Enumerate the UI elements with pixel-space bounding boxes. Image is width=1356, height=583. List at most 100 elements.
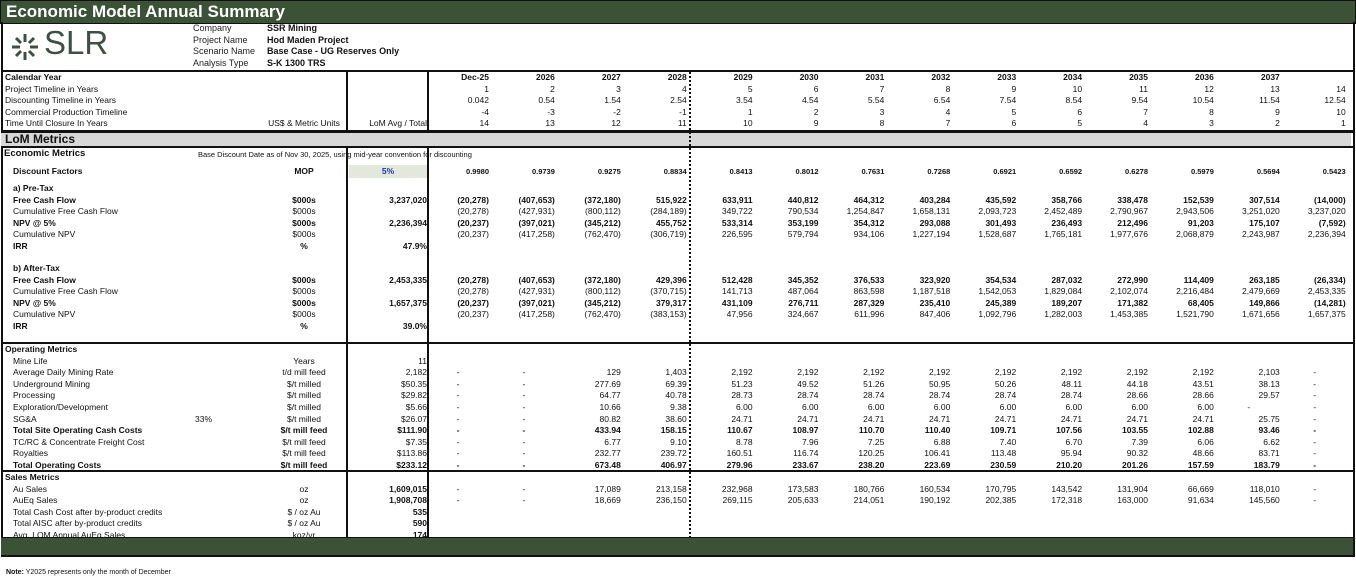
year-value: 12 (1204, 83, 1214, 94)
year-value: 1,282,003 (1044, 309, 1083, 320)
row-label: Free Cash Flow (13, 274, 76, 285)
year-value: 238.20 (858, 460, 885, 470)
row-unit: $/t milled (286, 402, 321, 412)
year-value: 3 (616, 83, 621, 94)
year-value: 2031 (865, 72, 885, 82)
year-value: 2034 (1063, 72, 1083, 82)
year-value: 38.13 (1258, 378, 1280, 389)
discount-date-note: Base Discount Date as of Nov 30, 2025, u… (198, 150, 472, 159)
calendar-row: Commercial Production Timeline -4 -3 -2 -1 1 2… (3, 107, 1351, 119)
year-value: 38.60 (665, 413, 687, 424)
calendar-row: Project Timeline in Years 1 2 3 4 5 6 7 8 9 10 11 12… (3, 84, 1351, 96)
year-value: 6.88 (933, 436, 951, 447)
year-value: 2,479,669 (1241, 286, 1280, 297)
year-value: - (456, 436, 460, 447)
lom-total: 1,908,708 (389, 495, 427, 506)
year-value: 3,237,020 (1307, 206, 1346, 217)
year-value: 7.54 (999, 95, 1017, 106)
year-value: 2,453,335 (1307, 286, 1346, 297)
year-value: 269,115 (722, 495, 753, 506)
year-value: 345,352 (787, 274, 819, 285)
year-value: 47,956 (726, 309, 753, 320)
year-value: (20,278) (457, 206, 489, 217)
year-value: - (1313, 413, 1317, 424)
logo-text: SLR (44, 24, 109, 61)
year-value: 11 (1139, 83, 1148, 94)
row-unit: $/t mill feed (280, 425, 328, 436)
year-value: 223.69 (924, 460, 951, 470)
year-value: 1 (484, 83, 489, 94)
calendar-row: Time Until Closure In Years US$ & Metric … (3, 118, 1351, 130)
year-value: 205,633 (787, 495, 819, 506)
year-value: -2 (613, 106, 621, 117)
year-value: 9.54 (1131, 95, 1148, 106)
year-value: 1 (747, 106, 753, 117)
year-value: 4 (681, 83, 687, 94)
row-unit: t/d mill feed (282, 367, 326, 378)
title-bar: Economic Model Annual Summary (0, 0, 1356, 24)
year-value: 1,977,676 (1110, 229, 1148, 240)
year-value: 91,634 (1187, 495, 1214, 506)
year-value: 7.40 (999, 436, 1017, 447)
year-value: - (522, 378, 526, 389)
year-value: - (456, 425, 460, 436)
year-value: 487,064 (787, 286, 819, 297)
year-value: 287,032 (1051, 274, 1083, 285)
row-unit: oz (299, 483, 309, 494)
year-value: 143,542 (1051, 483, 1083, 494)
year-value: (345,212) (584, 297, 621, 308)
row-label: Exploration/Development (13, 402, 108, 412)
year-value: - (1313, 390, 1317, 401)
year-value: 2029 (733, 72, 753, 82)
year-value: 28.73 (731, 390, 753, 401)
row-unit: $/t milled (286, 413, 321, 424)
row-label: AuEq Sales (13, 495, 58, 506)
year-value: 24.71 (994, 413, 1017, 424)
year-value: 263,185 (1249, 274, 1280, 285)
row-label: Discounting Timeline in Years (5, 95, 117, 106)
calendar-row: Discounting Timeline in Years 0.042 0.54 1.… (3, 95, 1351, 107)
year-value: - (522, 495, 526, 506)
year-value: (762,470) (584, 309, 621, 320)
divider (1, 70, 1353, 72)
row-label: Operating Metrics (5, 344, 78, 354)
lom-total: $26.07 (401, 413, 427, 424)
year-value: 95.94 (1060, 448, 1083, 459)
year-value: (14,281) (1314, 297, 1346, 308)
year-value: 157.59 (1187, 460, 1214, 470)
year-value: 8 (1209, 106, 1214, 117)
year-value: 5 (1011, 106, 1017, 117)
year-value: 114,409 (1183, 274, 1214, 285)
year-value: 90.32 (1126, 448, 1148, 459)
year-value: - (1313, 402, 1317, 412)
year-value: 83.71 (1258, 448, 1280, 459)
year-value: 110.70 (858, 425, 885, 436)
lom-total: 39.0% (402, 321, 427, 331)
sales-row: Total AISC after by-product credits $ / o… (3, 518, 1351, 530)
year-value: - (456, 495, 460, 506)
year-value: 180,766 (853, 483, 885, 494)
year-value: (14,000) (1314, 194, 1346, 205)
year-value: (372,180) (584, 194, 621, 205)
year-value: 17,089 (594, 483, 621, 494)
year-value: 2 (1275, 118, 1280, 129)
year-value: 1,521,790 (1176, 309, 1214, 320)
row-label: Total Site Operating Cash Costs (13, 425, 143, 436)
year-value: 287,329 (853, 297, 885, 308)
row-label: Total AISC after by-product credits (13, 518, 142, 529)
year-value: 2,192 (929, 367, 951, 378)
year-value: 7 (879, 83, 885, 94)
year-value: (20,237) (457, 309, 489, 320)
discount-rate-cell[interactable] (349, 165, 427, 178)
year-value: 379,317 (655, 297, 687, 308)
year-value: 190,192 (919, 495, 951, 506)
year-value: 210.20 (1056, 460, 1083, 470)
year-value: 7.96 (801, 436, 819, 447)
year-value: (20,278) (457, 194, 489, 205)
discount-row: Discount Factors MOP 5% 0.9980 0.9739 0.9275 0… (3, 166, 1351, 178)
year-value: 1,403 (665, 367, 687, 378)
year-value: 2,192 (994, 367, 1017, 378)
year-value: (370,715) (650, 286, 687, 297)
pretax-row: Cumulative Free Cash Flow $000s (20,278) (4… (3, 206, 1351, 218)
aftertax-row: Free Cash Flow $000s 2,453,335 (20,278) (407… (3, 275, 1351, 287)
